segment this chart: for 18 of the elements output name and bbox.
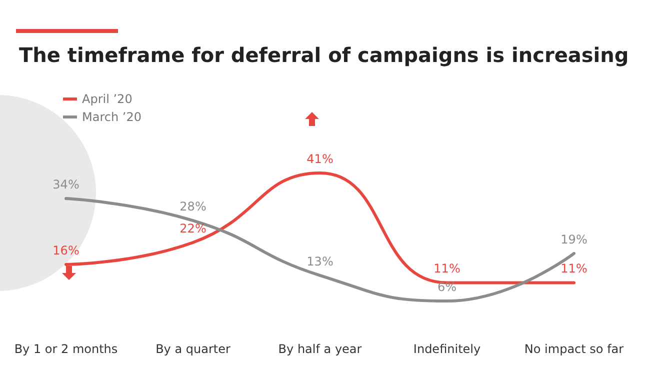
data-label: 11% [434, 262, 460, 276]
data-label: 16% [52, 243, 80, 258]
data-label: 34% [52, 178, 80, 192]
x-tick-label: By 1 or 2 months [14, 342, 118, 356]
x-tick-label: By a quarter [156, 342, 230, 356]
data-label: 19% [560, 232, 588, 246]
data-label: 11% [560, 262, 588, 276]
x-tick-label: Indefinitely [413, 342, 481, 356]
legend-label: March ’20 [82, 110, 142, 124]
x-tick-label: No impact so far [524, 342, 624, 356]
data-label: 28% [180, 200, 206, 214]
data-label: 22% [180, 221, 206, 236]
chart-title: The timeframe for deferral of campaigns is increasing [19, 43, 629, 67]
data-label: 13% [306, 254, 334, 268]
x-tick-label: By half a year [278, 342, 362, 356]
legend-label: April ’20 [82, 92, 132, 106]
data-label: 41% [306, 152, 334, 166]
data-label: 6% [437, 280, 457, 294]
